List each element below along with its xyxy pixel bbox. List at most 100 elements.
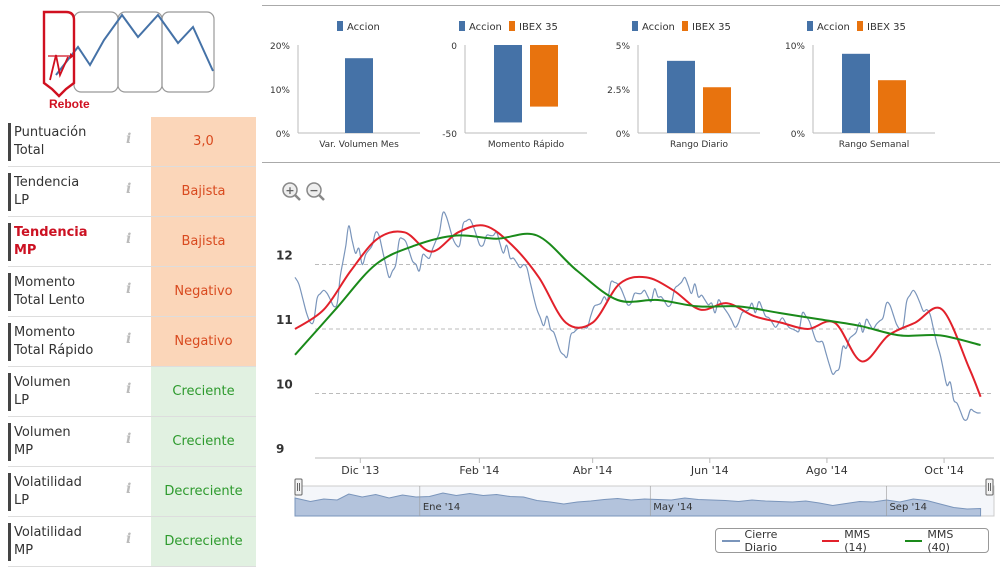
bar-tick-label: 0 [451,42,457,52]
row-marker [8,523,11,561]
chart-legend: Cierre Diario MMS (14) MMS (40) [715,527,989,554]
indicator-value: Negativo [151,267,256,316]
zoom-in-icon[interactable]: + [282,182,301,201]
series-mms-14[interactable] [294,224,982,398]
bar-charts-svg: Accion 0% 10% 20% Var. Volumen Mes Accion IBEX… [270,21,935,150]
x-tick-label: Jun '14 [690,464,729,477]
bar-tick-label: 10% [270,86,290,96]
indicator-name-line2: LP [14,493,30,508]
bar-legend-swatch [632,21,638,31]
y-tick-label: 9 [276,442,284,456]
bar-accion[interactable] [667,60,695,134]
bar-chart-xlabel: Rango Diario [670,140,729,150]
indicator-name: Tendencia LP [14,174,124,210]
indicator-row-volatilidad-lp: Volatilidad LP i Decreciente [8,467,256,517]
bar-legend-swatch [337,21,343,31]
legend-item-mms40[interactable]: MMS (40) [904,528,978,554]
x-tick-label: Abr '14 [573,464,613,477]
bar-ibex-35[interactable] [530,45,558,107]
bar-tick-label: 0% [276,130,291,140]
bar-accion[interactable] [494,45,522,123]
x-tick-label: Ago '14 [806,464,848,477]
legend-item-cierre[interactable]: Cierre Diario [722,528,812,554]
indicator-value: Creciente [151,417,256,466]
bar-ibex-35[interactable] [703,87,731,133]
row-marker [8,123,11,161]
row-marker [8,423,11,461]
legend-label-cierre: Cierre Diario [744,527,778,554]
indicator-name-line1: Volumen [14,375,71,390]
svg-text:−: − [309,184,318,197]
indicator-name-line2: LP [14,393,30,408]
bar-legend-label: IBEX 35 [519,22,558,33]
price-chart-svg[interactable]: + − 9 10 11 12 Dic '13 Feb '14 Abr '14 Jun '14 Ago… [262,168,1000,567]
info-icon[interactable]: i [126,131,132,147]
indicator-name-line1: Momento [14,275,76,290]
bar-tick-label: 2.5% [607,86,630,96]
indicator-row-volumen-mp: Volumen MP i Creciente [8,417,256,467]
indicator-name: Puntuación Total [14,124,124,160]
indicator-name: Momento Total Lento [14,274,124,310]
bar-ibex-35[interactable] [878,80,906,133]
bar-legend-swatch [857,21,863,31]
info-icon[interactable]: i [126,481,132,497]
navigator-handle-right[interactable] [985,478,994,496]
info-icon[interactable]: i [126,181,132,197]
navigator-tick-label: Sep '14 [889,502,927,513]
indicator-value: Bajista [151,167,256,216]
logo-label: Rebote [49,97,90,111]
indicator-name: Volumen LP [14,374,124,410]
row-marker [8,473,11,511]
indicator-name: Tendencia MP [14,224,124,260]
bar-chart-xlabel: Var. Volumen Mes [319,140,399,150]
bar-chart-4: Accion IBEX 35 0% 10% Rango Semanal [785,21,935,150]
indicator-name: Volatilidad LP [14,474,124,510]
row-marker [8,373,11,411]
bar-chart-3: Accion IBEX 35 0% 2.5% 5% Rango Diario [607,21,760,150]
bar-tick-label: 0% [616,130,631,140]
bar-chart-1: Accion 0% 10% 20% Var. Volumen Mes [270,21,420,150]
y-tick-label: 10 [276,378,293,392]
bar-legend-swatch [459,21,465,31]
indicator-name-line1: Momento [14,325,76,340]
indicator-row-puntuacion-total: Puntuación Total i 3,0 [8,117,256,167]
bar-legend-swatch [509,21,515,31]
legend-item-mms14[interactable]: MMS (14) [821,527,895,554]
x-tick-label: Oct '14 [924,464,964,477]
indicator-row-momento-total-lento: Momento Total Lento i Negativo [8,267,256,317]
navigator-handle-left[interactable] [294,478,303,496]
indicator-value: Negativo [151,317,256,366]
series-mms-40[interactable] [294,232,981,356]
indicator-bar-charts: Accion 0% 10% 20% Var. Volumen Mes Accion IBEX… [262,5,1000,163]
price-chart[interactable]: + − 9 10 11 12 Dic '13 Feb '14 Abr '14 Jun '14 Ago… [262,168,1000,567]
info-icon[interactable]: i [126,231,132,247]
indicator-name-line1: Tendencia [14,225,88,240]
info-icon[interactable]: i [126,331,132,347]
bar-tick-label: 10% [785,42,805,52]
bar-accion[interactable] [345,58,373,134]
indicator-value: Bajista [151,217,256,266]
indicator-value: Decreciente [151,517,256,566]
bar-tick-label: -50 [442,130,457,140]
info-icon[interactable]: i [126,381,132,397]
indicator-name-line1: Volumen [14,425,71,440]
navigator-tick-label: Ene '14 [423,502,460,513]
svg-text:+: + [285,184,294,197]
navigator[interactable]: Ene '14 May '14 Sep '14 [294,478,995,517]
legend-label-mms14: MMS (14) [844,527,871,554]
series-cierre-diario[interactable] [294,211,981,421]
info-icon[interactable]: i [126,281,132,297]
bar-chart-2: Accion IBEX 35 -50 0 Momento Rápido [442,21,587,150]
indicator-value: Decreciente [151,467,256,516]
info-icon[interactable]: i [126,431,132,447]
indicator-row-volumen-lp: Volumen LP i Creciente [8,367,256,417]
indicator-name-line2: Total Lento [14,293,85,308]
bar-accion[interactable] [842,53,870,133]
indicator-row-momento-total-rapido: Momento Total Rápido i Negativo [8,317,256,367]
indicator-name: Momento Total Rápido [14,324,124,360]
indicator-value: 3,0 [151,117,256,166]
indicator-value: Creciente [151,367,256,416]
zoom-out-icon[interactable]: − [306,182,325,201]
bar-tick-label: 20% [270,42,290,52]
info-icon[interactable]: i [126,531,132,547]
